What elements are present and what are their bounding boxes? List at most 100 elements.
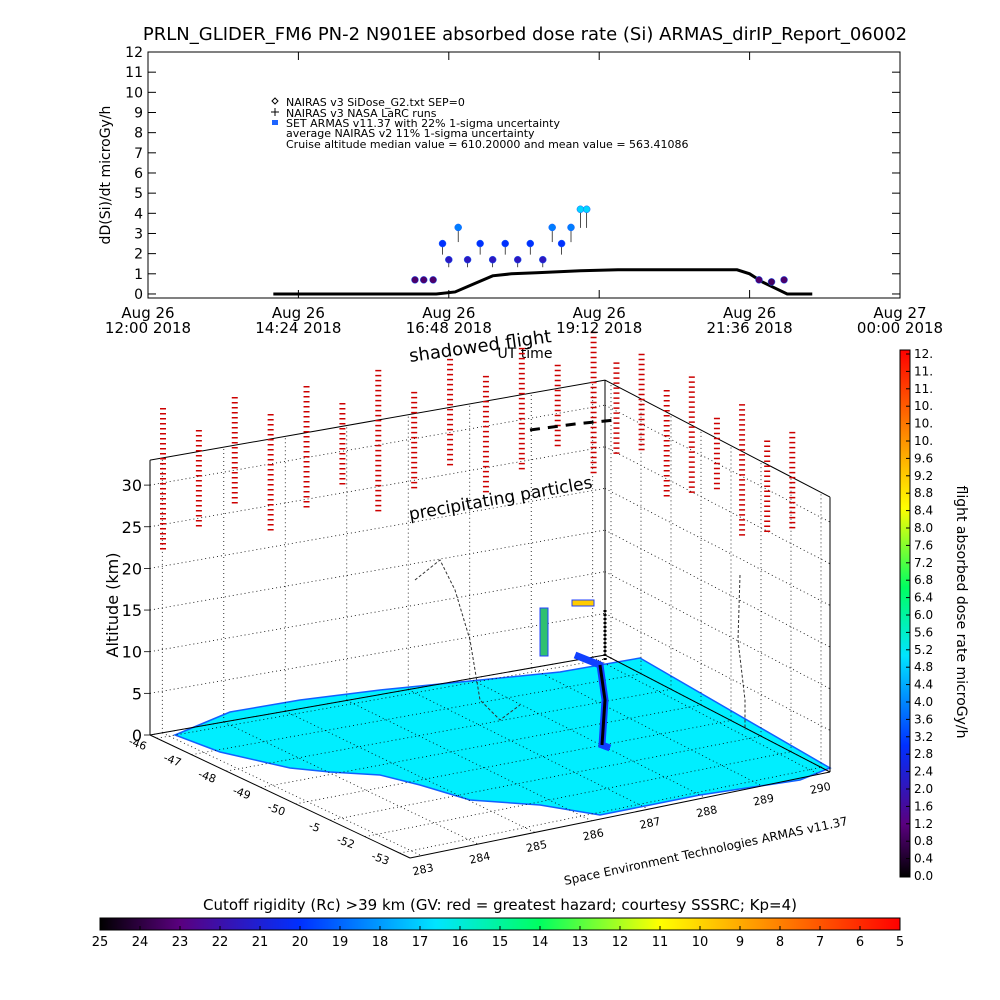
colorbar-tick-label: 0.8 (914, 834, 933, 848)
x-tick-label: -50 (266, 800, 287, 818)
y-tick-label: 5 (134, 186, 143, 202)
y-tick-label: 289 (752, 791, 775, 808)
colorbar-title: Cutoff rigidity (Rc) >39 km (GV: red = g… (203, 896, 797, 914)
colorbar-tick-label: 5.6 (914, 625, 933, 639)
flight-track (737, 574, 746, 730)
colorbar-tick-label: 9.2 (914, 469, 933, 483)
y-tick-label: 283 (411, 861, 434, 878)
grid-line (604, 488, 831, 606)
colorbar-tick-label: 8 (776, 935, 784, 950)
grid-line (604, 446, 831, 565)
z-tick-label: 5 (132, 684, 142, 703)
colorbar-tick-label: 12 (612, 935, 629, 950)
y-tick-label: 290 (809, 780, 832, 797)
map (172, 657, 832, 816)
annotation: precipitating particles (407, 473, 594, 525)
colorbar-tick-label: 18 (372, 935, 389, 950)
data-point (476, 239, 484, 248)
x-axis-label: UT time (498, 346, 553, 362)
y-tick-label: 1 (134, 267, 143, 283)
data-point (429, 276, 437, 284)
colorbar-tick-label: 5.2 (914, 643, 933, 657)
y-tick-label: 8 (134, 126, 143, 142)
colorbar-tick-label: 19 (332, 935, 349, 950)
data-point (767, 278, 776, 286)
z-tick-label: 25 (122, 518, 142, 537)
colorbar-tick-label: 22 (212, 935, 229, 950)
colorbar-tick-label: 10. (914, 434, 933, 448)
colorbar-tick-label: 11 (652, 935, 669, 950)
colorbar-tick-label: 0.4 (914, 852, 933, 866)
data-point (539, 255, 547, 264)
x-tick-label: Aug 26 19:12 2018 (556, 304, 643, 337)
data-point (576, 205, 585, 214)
colorbar-tick-label: 1.2 (914, 817, 933, 831)
grid-line (149, 612, 606, 694)
y-tick-label: 10 (125, 85, 143, 101)
colorbar-tick-label: 14 (532, 935, 549, 950)
y-axis-label: dD(Si)/dt microGy/h (98, 106, 114, 245)
grid-line (346, 700, 592, 822)
colorbar-tick-label: 7 (816, 935, 824, 950)
x-tick-label: -53 (370, 850, 391, 868)
z-tick-label: 10 (122, 643, 142, 662)
grid-line (408, 689, 649, 810)
data-point (513, 255, 522, 264)
colorbar-tick-label: 6.8 (914, 573, 933, 587)
x-tick-label: -47 (162, 751, 183, 769)
legend-label: Cruise altitude median value = 610.20000… (286, 138, 689, 151)
legend-marker (272, 120, 278, 125)
y-tick-label: 3 (134, 226, 143, 242)
colorbar-tick-label: 17 (412, 935, 429, 950)
legend-marker (271, 97, 279, 105)
grid-line (149, 571, 606, 653)
z-tick-label: 30 (122, 476, 142, 495)
colorbar-tick-label: 6.0 (914, 608, 933, 622)
flight-segment (539, 607, 549, 657)
y-tick-label: 287 (638, 815, 661, 832)
plot-frame (147, 51, 901, 299)
y-tick-label: 7 (134, 146, 143, 162)
credit: Space Environment Technologies ARMAS v11… (563, 814, 849, 888)
y-tick-label: 12 (125, 45, 143, 61)
y-tick-label: 284 (468, 850, 491, 867)
grid-line (592, 656, 819, 775)
y-tick-label: 2 (134, 247, 143, 263)
data-point (780, 276, 788, 284)
colorbar-tick-label: 4.0 (914, 695, 933, 709)
colorbar-tick-label: 11. (914, 382, 933, 396)
flight-profile (598, 664, 607, 746)
colorbar-tick-label: 9.6 (914, 451, 933, 465)
z-tick-label: 15 (122, 601, 142, 620)
y-tick-label: 11 (125, 65, 143, 81)
flight-track (414, 559, 521, 721)
colorbar (899, 349, 911, 878)
line-series (273, 268, 813, 296)
colorbar-tick-label: 20 (292, 935, 309, 950)
axis-edge (149, 734, 411, 859)
y-tick-label: 286 (582, 826, 605, 843)
grid-line (149, 488, 606, 569)
colorbar-tick-label: 4.8 (914, 660, 933, 674)
colorbar-tick-label: 7.6 (914, 538, 933, 552)
colorbar-tick-label: 6 (856, 935, 864, 950)
colorbar-tick-label: 15 (492, 935, 509, 950)
x-tick-label: Aug 26 14:24 2018 (255, 304, 342, 337)
data-point (526, 239, 535, 248)
colorbar-tick-label: 0.0 (914, 869, 933, 883)
data-point (438, 239, 447, 248)
colorbar-tick-label: 10. (914, 399, 933, 413)
colorbar-tick-label: 8.0 (914, 521, 933, 535)
grid-line (364, 751, 792, 838)
axis-edge (149, 654, 606, 736)
colorbar-tick-label: 4.4 (914, 678, 933, 692)
colorbar-tick-label: 3.2 (914, 730, 933, 744)
x-tick-label: -52 (335, 833, 356, 851)
y-tick-label: 288 (695, 803, 718, 820)
colorbar-title: flight absorbed dose rate microGy/h (953, 486, 969, 739)
colorbar-tick-label: 8.4 (914, 504, 933, 518)
grid-line (149, 404, 606, 486)
y-tick-label: 6 (134, 166, 143, 182)
